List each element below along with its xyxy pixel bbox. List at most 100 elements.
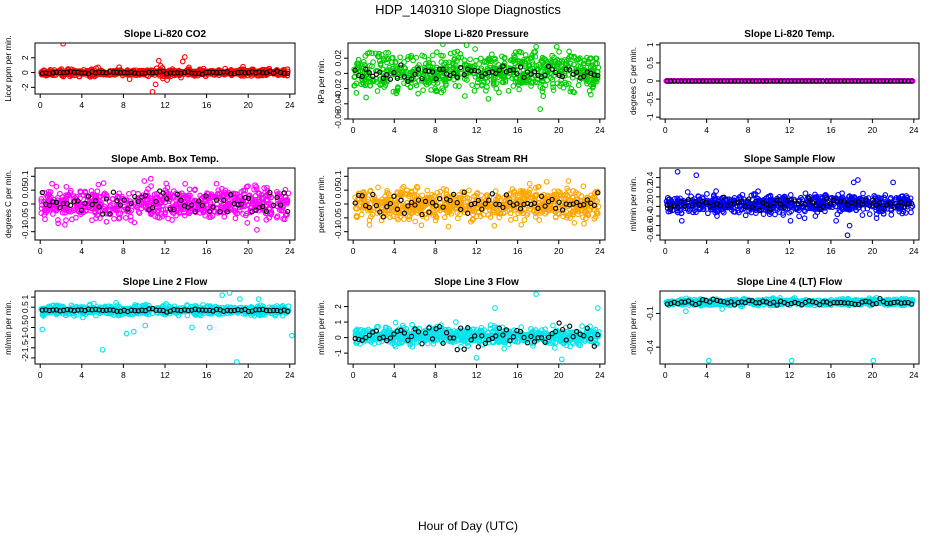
raw-point: [355, 56, 362, 63]
mean-point: [387, 200, 394, 207]
mean-point: [217, 209, 223, 215]
raw-point: [467, 56, 473, 63]
raw-point: [141, 199, 148, 206]
mean-point: [696, 78, 702, 84]
raw-point: [541, 56, 548, 63]
mean-point: [692, 78, 699, 84]
mean-point: [802, 201, 809, 207]
mean-point: [760, 78, 766, 84]
raw-point: [100, 191, 107, 198]
chart-panel: Slope Amb. Box Temp.0 4 8 12 16 20 24-0.1-0.05…: [4, 154, 296, 256]
mean-point: [213, 197, 220, 203]
raw-point: [482, 203, 489, 210]
raw-point: [834, 211, 841, 218]
raw-point: [245, 183, 251, 190]
mean-point: [100, 211, 106, 217]
outlier-point: [179, 58, 186, 65]
mean-point: [117, 202, 124, 208]
mean-point: [774, 197, 780, 203]
y-tick-label: -0.04: [333, 94, 343, 114]
raw-point: [548, 59, 555, 66]
raw-point: [859, 212, 866, 218]
outlier-point: [149, 88, 156, 94]
mean-point: [514, 201, 520, 207]
raw-point: [567, 88, 574, 95]
raw-point: [385, 67, 392, 73]
raw-point: [585, 212, 591, 218]
raw-point: [389, 54, 396, 61]
mean-point: [89, 201, 95, 208]
raw-point: [555, 188, 561, 195]
mean-point: [78, 70, 85, 76]
raw-point: [562, 195, 569, 202]
raw-point: [53, 183, 60, 190]
raw-point: [531, 197, 538, 204]
raw-point: [473, 57, 479, 64]
raw-point: [780, 210, 786, 216]
mean-point: [203, 193, 209, 199]
raw-point: [563, 214, 570, 221]
raw-point: [591, 215, 598, 222]
outlier-point: [846, 222, 853, 229]
raw-point: [399, 185, 406, 192]
mean-point: [352, 200, 358, 206]
mean-point: [401, 210, 408, 216]
mean-point: [563, 201, 569, 207]
mean-point: [668, 78, 674, 84]
raw-point: [873, 211, 880, 217]
mean-point: [500, 63, 506, 69]
raw-point: [165, 191, 172, 197]
y-tick-label: 0: [645, 78, 655, 83]
raw-point: [801, 215, 808, 222]
mean-point: [838, 198, 844, 204]
raw-point: [377, 199, 384, 205]
x-tick-label: 12: [472, 246, 482, 256]
raw-point: [259, 195, 266, 202]
raw-point: [122, 215, 129, 221]
mean-point: [739, 78, 745, 84]
x-tick-label: 0: [351, 125, 356, 135]
raw-point: [472, 74, 479, 80]
raw-point: [570, 211, 576, 218]
raw-point: [728, 207, 735, 213]
mean-point: [412, 202, 418, 208]
raw-point: [399, 68, 405, 75]
mean-point: [671, 78, 677, 84]
raw-point: [839, 190, 845, 197]
mean-point: [749, 204, 755, 210]
data-points: [352, 178, 602, 230]
raw-point: [185, 201, 191, 208]
mean-point: [873, 78, 879, 84]
mean-point: [436, 66, 443, 72]
raw-point: [529, 59, 536, 65]
raw-point: [380, 66, 387, 73]
mean-point: [689, 78, 695, 84]
raw-point: [463, 43, 470, 49]
raw-point: [809, 204, 815, 211]
x-tick-label: 12: [785, 246, 795, 256]
mean-point: [827, 201, 833, 207]
raw-point: [182, 180, 188, 187]
mean-point: [426, 68, 432, 74]
x-tick-label: 8: [121, 370, 126, 380]
raw-point: [44, 194, 51, 200]
mean-point: [739, 199, 745, 205]
raw-point: [384, 59, 390, 66]
y-tick-label: 1: [645, 42, 655, 47]
mean-point: [429, 69, 436, 75]
mean-point: [848, 78, 855, 84]
mean-point: [125, 206, 131, 212]
raw-point: [839, 78, 846, 84]
mean-point: [792, 78, 798, 84]
raw-point: [425, 77, 431, 84]
mean-point: [366, 70, 372, 76]
raw-point: [128, 217, 134, 224]
raw-point: [713, 188, 719, 194]
mean-point: [454, 200, 460, 206]
raw-point: [474, 79, 481, 86]
raw-point: [591, 190, 598, 197]
raw-point: [394, 189, 401, 195]
y-tick-label: -2: [20, 354, 30, 362]
mean-point: [735, 199, 741, 205]
raw-point: [505, 87, 512, 94]
